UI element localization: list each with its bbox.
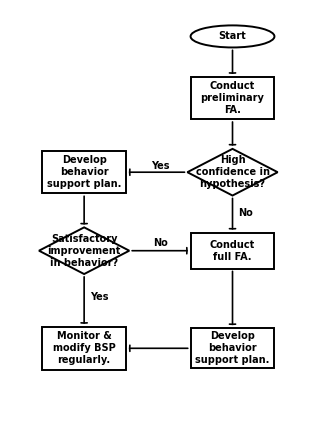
Text: Monitor &
modify BSP
regularly.: Monitor & modify BSP regularly. <box>53 332 116 365</box>
Polygon shape <box>187 149 278 195</box>
Text: Satisfactory
improvement
in behavior?: Satisfactory improvement in behavior? <box>47 234 121 268</box>
Text: Yes: Yes <box>151 161 169 171</box>
Text: Conduct
full FA.: Conduct full FA. <box>210 240 255 262</box>
Text: No: No <box>154 238 168 248</box>
Ellipse shape <box>191 25 275 47</box>
Text: Yes: Yes <box>90 292 109 301</box>
Polygon shape <box>39 227 129 274</box>
Bar <box>191 232 275 269</box>
Bar <box>191 77 275 119</box>
Text: Develop
behavior
support plan.: Develop behavior support plan. <box>195 332 270 365</box>
Bar <box>191 328 275 369</box>
Text: Develop
behavior
support plan.: Develop behavior support plan. <box>47 155 121 189</box>
Text: Conduct
preliminary
FA.: Conduct preliminary FA. <box>201 81 264 115</box>
Text: Start: Start <box>219 31 246 42</box>
Text: No: No <box>238 208 253 218</box>
Bar <box>42 327 126 370</box>
Text: High
confidence in
hypothesis?: High confidence in hypothesis? <box>196 155 269 189</box>
Bar <box>42 151 126 194</box>
